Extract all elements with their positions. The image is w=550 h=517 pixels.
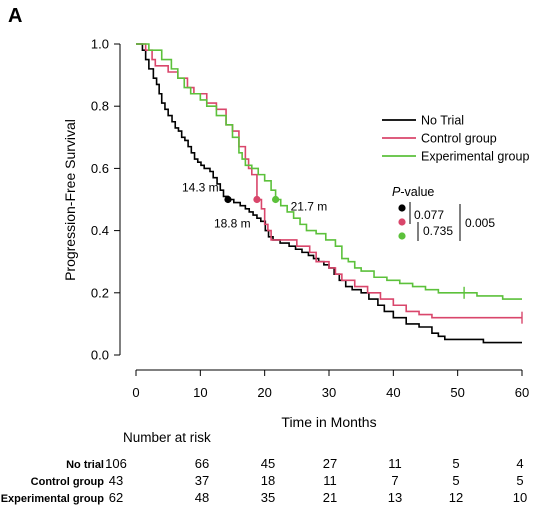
y-tick-label: 0.6 <box>91 161 109 176</box>
risk-value: 13 <box>388 490 402 505</box>
median-label: 18.8 m <box>214 217 251 231</box>
survival-curves: 14.3 m 18.8 m 21.7 m <box>136 43 523 344</box>
risk-value: 11 <box>323 473 337 488</box>
p-value-dot <box>398 232 406 240</box>
p-value-text: 0.077 <box>414 208 444 222</box>
risk-value: 37 <box>195 473 209 488</box>
risk-value: 21 <box>323 490 337 505</box>
x-tick-label: 40 <box>386 385 400 400</box>
y-axis-title: Progression-Free Survival <box>62 119 78 281</box>
risk-value: 106 <box>105 456 127 471</box>
legend-label: No Trial <box>421 114 464 128</box>
legend-label: Experimental group <box>421 150 529 164</box>
p-value-title: P-value <box>392 185 434 199</box>
panel-label: A <box>8 5 22 27</box>
p-value-dot <box>398 218 406 226</box>
risk-value: 5 <box>452 456 459 471</box>
y-tick-label: 1.0 <box>91 37 109 52</box>
p-value-dot <box>398 204 406 212</box>
risk-row-label: Control group <box>31 476 105 488</box>
risk-value: 45 <box>261 456 275 471</box>
y-tick-label: 0.2 <box>91 285 109 300</box>
risk-value: 48 <box>195 490 209 505</box>
risk-value: 18 <box>261 473 275 488</box>
x-tick-label: 50 <box>450 385 464 400</box>
x-axis-title: Time in Months <box>281 414 376 430</box>
median-marker <box>253 195 261 204</box>
risk-value: 10 <box>513 490 527 505</box>
legend-label: Control group <box>421 132 497 146</box>
p-value-text: 0.005 <box>465 216 495 230</box>
risk-value: 43 <box>109 473 123 488</box>
risk-value: 66 <box>195 456 209 471</box>
risk-value: 27 <box>323 456 337 471</box>
x-tick-label: 30 <box>322 385 336 400</box>
y-tick-label: 0.4 <box>91 223 109 238</box>
median-label: 14.3 m <box>182 181 219 195</box>
risk-table: Number at risk No trial 106 66 45 27 11 5 4 Contr… <box>1 430 528 505</box>
p-value-text: 0.735 <box>423 224 453 238</box>
y-tick-label: 0.8 <box>91 99 109 114</box>
risk-value: 35 <box>261 490 275 505</box>
risk-value: 62 <box>109 490 123 505</box>
risk-value: 11 <box>388 456 402 471</box>
series-line-3 <box>136 43 522 300</box>
risk-value: 12 <box>449 490 463 505</box>
x-tick-label: 20 <box>257 385 271 400</box>
legend: No Trial Control group Experimental group <box>382 114 529 164</box>
risk-value: 5 <box>516 473 523 488</box>
risk-value: 5 <box>452 473 459 488</box>
y-tick-label: 0.0 <box>91 348 109 363</box>
x-tick-label: 10 <box>193 385 207 400</box>
x-tick-label: 0 <box>132 385 139 400</box>
risk-row-label: Experimental group <box>1 493 105 505</box>
x-tick-label: 60 <box>515 385 529 400</box>
risk-value: 4 <box>516 456 523 471</box>
p-value-panel: P-value 0.077 0.735 0.005 <box>392 185 495 241</box>
median-label: 21.7 m <box>291 200 328 214</box>
risk-value: 7 <box>391 473 398 488</box>
median-marker <box>272 195 280 204</box>
series-line-2 <box>136 43 522 319</box>
risk-row-label: No trial <box>66 459 104 471</box>
median-marker <box>224 195 232 204</box>
risk-table-title: Number at risk <box>123 430 211 445</box>
axes: 0.0 0.2 0.4 0.6 0.8 1.0 0 10 20 30 40 50 60 <box>91 37 529 401</box>
